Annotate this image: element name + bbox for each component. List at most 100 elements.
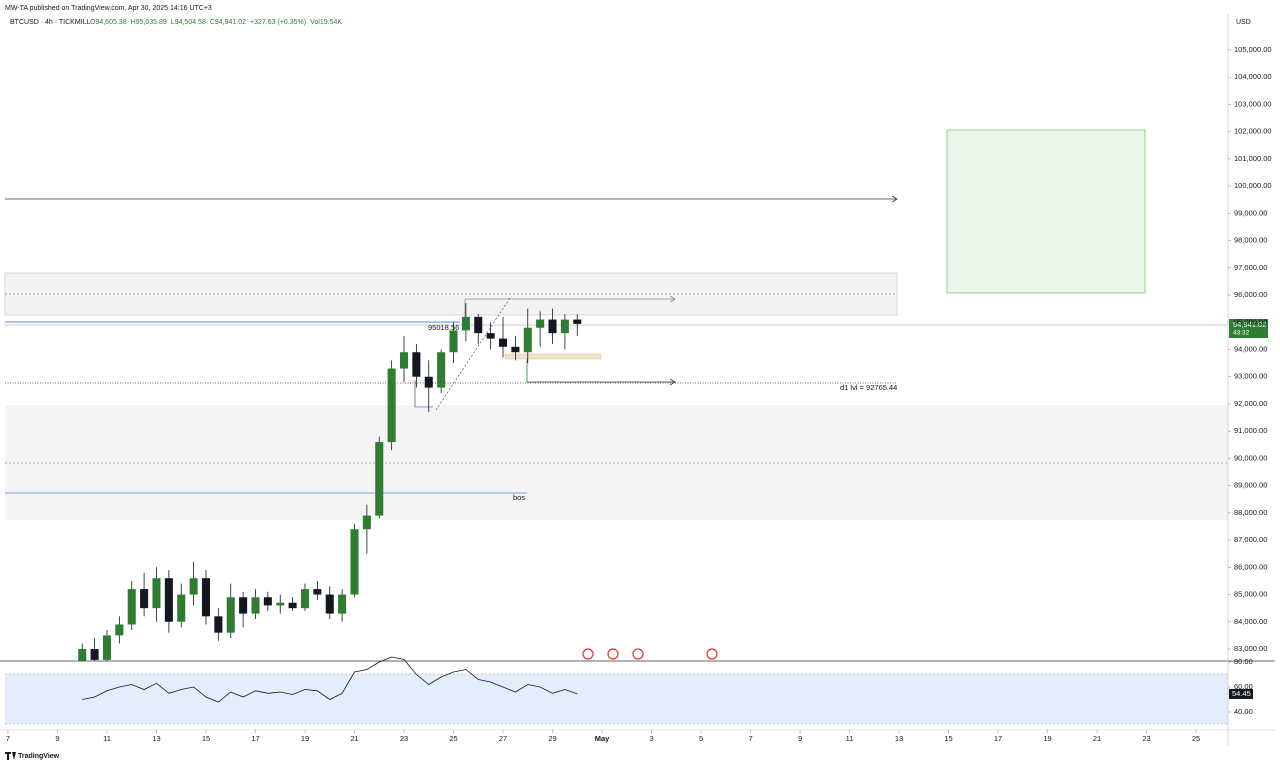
candle-body <box>214 616 223 633</box>
candle-body <box>449 330 458 353</box>
currency: USD <box>1236 19 1251 26</box>
ohlc-value: Vol19.54K <box>310 19 342 26</box>
x-tick-label: 17 <box>994 734 1002 743</box>
candles <box>78 303 582 661</box>
event-icons <box>582 648 718 660</box>
x-tick-label: 5 <box>699 734 703 743</box>
candle-body <box>201 578 211 617</box>
y-tick-label: 102,000.00 <box>1234 127 1272 136</box>
candle-body <box>313 589 322 595</box>
ohlc-value: L94,504.58 <box>171 19 206 26</box>
x-tick-label: 17 <box>251 734 259 743</box>
y-tick-label: 85,000.00 <box>1234 590 1267 599</box>
x-tick-label: 21 <box>1093 734 1101 743</box>
candle-body <box>350 529 359 595</box>
candle-body <box>362 515 371 530</box>
y-tick-label: 97,000.00 <box>1234 263 1267 272</box>
zone <box>5 405 1228 520</box>
x-tick-label: 25 <box>1192 734 1200 743</box>
y-tick-label: 89,000.00 <box>1234 481 1267 490</box>
candle-body <box>251 597 260 614</box>
x-tick-label: 11 <box>103 734 111 743</box>
ohlc-value: H95,035.89 <box>131 19 167 26</box>
x-tick-label: 7 <box>6 734 10 743</box>
y-tick-label: 94,000.00 <box>1234 344 1267 353</box>
candle-body <box>536 319 545 328</box>
candle-body <box>325 594 334 614</box>
x-tick-label: 27 <box>499 734 507 743</box>
y-tick-label: 88,000.00 <box>1234 508 1267 517</box>
x-tick-label: 23 <box>400 734 408 743</box>
candle-body <box>90 648 99 660</box>
countdown: 43:32 <box>1233 330 1250 337</box>
x-tick-label: May <box>595 734 610 743</box>
x-tick-label: 23 <box>1142 734 1150 743</box>
y-tick-label: 103,000.00 <box>1234 99 1272 108</box>
x-tick-label: 9 <box>55 734 59 743</box>
candle-body <box>511 346 520 353</box>
candle-body <box>102 635 112 660</box>
candle-body <box>276 602 285 606</box>
event-icon[interactable] <box>706 648 718 660</box>
x-tick-label: 7 <box>748 734 752 743</box>
x-tick-label: 13 <box>895 734 903 743</box>
zone <box>504 353 602 360</box>
x-tick-label: 25 <box>449 734 457 743</box>
y-tick-label: 104,000.00 <box>1234 72 1272 81</box>
x-tick-label: 15 <box>944 734 952 743</box>
candle-body <box>573 319 582 324</box>
event-icon[interactable] <box>607 648 619 660</box>
candle-body <box>300 589 310 609</box>
event-icon[interactable] <box>632 648 644 660</box>
candle-body <box>548 319 557 334</box>
y-tick-label: 83,000.00 <box>1234 644 1267 653</box>
candle-body <box>78 648 87 661</box>
y-tick-label: 96,000.00 <box>1234 290 1267 299</box>
candle-body <box>263 597 272 606</box>
ohlc-value: +327.63 (+0.35%) <box>250 19 306 26</box>
candle-body <box>560 319 569 334</box>
candle-body <box>189 578 198 595</box>
candle-body <box>239 597 248 614</box>
y-tick-label: 87,000.00 <box>1234 535 1267 544</box>
rsi-tick-label: 40.00 <box>1234 707 1253 716</box>
arrow-head <box>669 295 676 303</box>
ohlc-value: O94,605.38 <box>90 19 127 26</box>
rsi-last: 54.45 <box>1232 689 1251 698</box>
footer: TradingView <box>18 753 60 760</box>
candle-body <box>498 338 508 347</box>
y-tick-label: 99,000.00 <box>1234 208 1267 217</box>
rsi-tag <box>1229 688 1253 699</box>
x-tick-label: 21 <box>350 734 358 743</box>
x-tick-label: 19 <box>1043 734 1051 743</box>
candle-body <box>412 352 421 377</box>
candle-body <box>424 376 433 388</box>
candle-body <box>140 589 149 609</box>
y-tick-label: 86,000.00 <box>1234 562 1267 571</box>
candle-body <box>474 316 483 334</box>
y-tick-label: 84,000.00 <box>1234 617 1267 626</box>
rsi-line <box>82 656 578 703</box>
y-tick-label: 95,000.00 <box>1234 317 1267 326</box>
ohlc-value: C94,941.02 <box>210 19 246 26</box>
candle-body <box>115 624 124 636</box>
x-tick-label: 3 <box>649 734 653 743</box>
candle-body <box>461 316 470 331</box>
x-tick-label: 29 <box>548 734 556 743</box>
y-tick-label: 101,000.00 <box>1234 154 1272 163</box>
rsi-tick-label: 60.00 <box>1234 682 1253 691</box>
x-tick-label: 9 <box>798 734 802 743</box>
last-price: 94,941.02 <box>1233 320 1266 329</box>
x-tick-label: 15 <box>202 734 210 743</box>
candle-body <box>523 327 532 353</box>
candle-body <box>375 442 384 516</box>
candle-body <box>164 578 173 622</box>
published: MW-TA published on TradingView.com, Apr … <box>5 5 212 12</box>
candle-body <box>486 333 495 339</box>
target-zone <box>946 129 1146 294</box>
candle-body <box>127 589 136 625</box>
candle-body <box>226 597 235 633</box>
event-icon[interactable] <box>582 648 594 660</box>
annotation: bos <box>513 493 525 502</box>
candle-body <box>399 352 409 369</box>
